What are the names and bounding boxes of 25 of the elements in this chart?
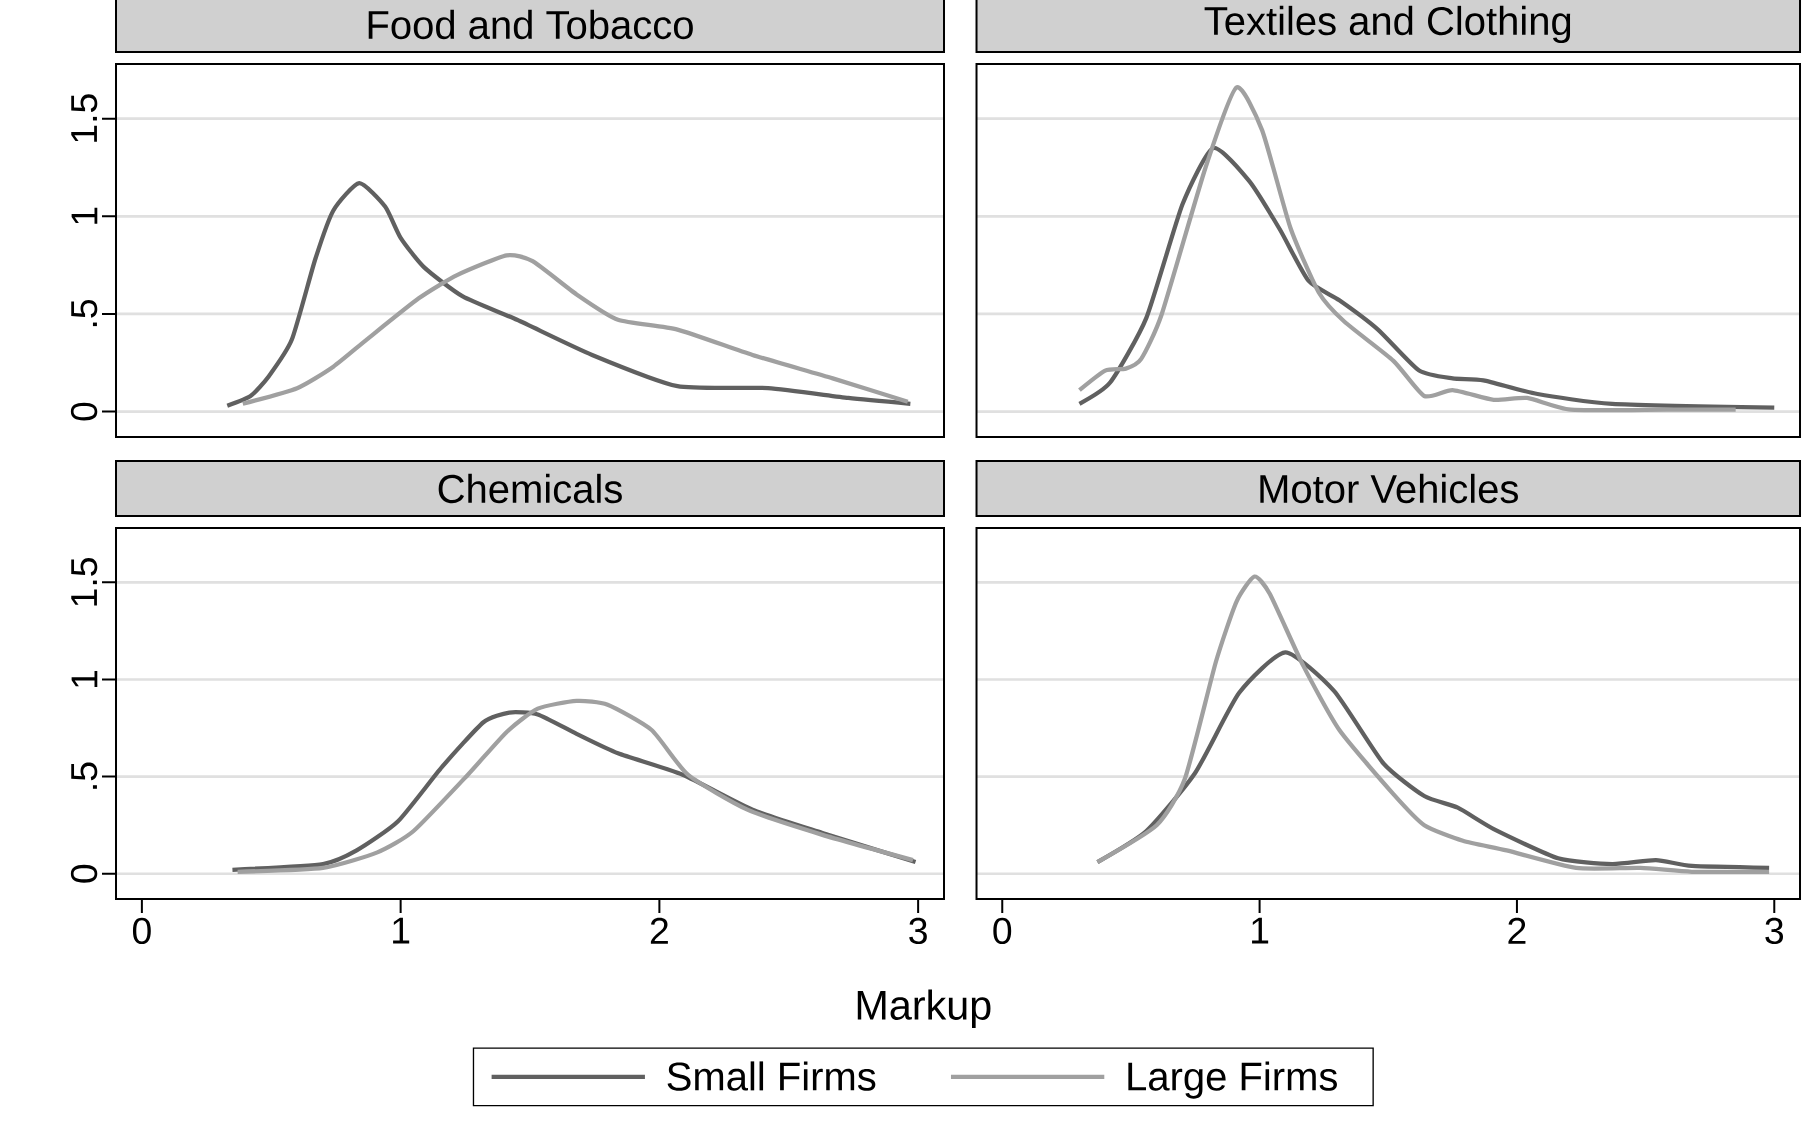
chart-title: Chemicals <box>438 473 622 504</box>
x-tick-label: 3 <box>1765 917 1784 945</box>
chart-title: Food and Tobacco <box>368 9 693 40</box>
y-tick-label: 1 <box>71 670 98 688</box>
chart-title: Textiles and Clothing <box>1204 5 1571 44</box>
x-tick-label: 0 <box>132 917 151 945</box>
x-axis-title: Markup <box>857 989 991 1029</box>
legend-label: Small Firms <box>667 1061 876 1091</box>
y-tick-label: .5 <box>71 299 98 327</box>
y-tick-label: 1.5 <box>71 94 98 142</box>
y-tick-label: .5 <box>71 762 98 789</box>
x-tick-label: 2 <box>1508 917 1526 944</box>
x-tick-label: 0 <box>993 917 1012 945</box>
chart-title: Motor Vehicles <box>1260 473 1518 504</box>
y-tick-label: 1 <box>71 207 98 224</box>
x-tick-label: 2 <box>650 917 668 944</box>
y-tick-label: 0 <box>70 402 98 421</box>
x-tick-label: 3 <box>909 917 927 945</box>
y-tick-label: 0 <box>70 864 98 883</box>
x-tick-label: 1 <box>1252 917 1269 944</box>
line-series <box>225 180 913 408</box>
y-tick-label: 1.5 <box>71 557 98 606</box>
legend-label: Large Firms <box>1128 1061 1337 1099</box>
x-tick-label: 1 <box>393 917 410 944</box>
line-series <box>240 252 910 406</box>
